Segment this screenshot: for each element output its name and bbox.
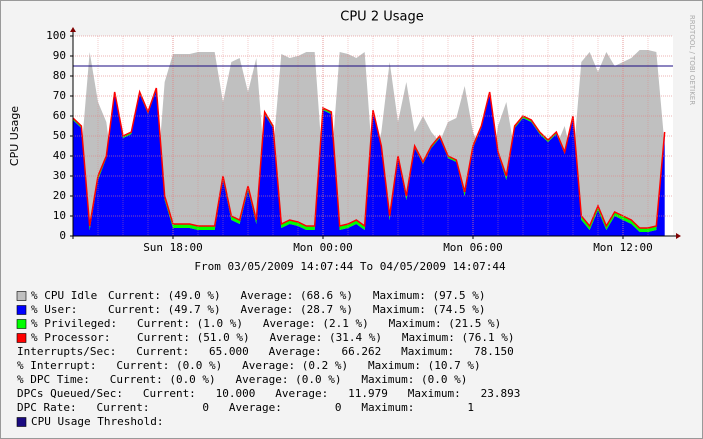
stat-line: DPCs Queued/Sec: Current: 10.000 Average… bbox=[17, 387, 520, 400]
legend-stats: Current: (1.0 %) Average: (2.1 %) Maximu… bbox=[137, 317, 501, 330]
x-tick-label: Mon 12:00 bbox=[593, 241, 653, 254]
processor-line bbox=[72, 87, 666, 229]
legend-swatch bbox=[16, 319, 27, 329]
watermark: RRDTOOL / TOBI OETIKER bbox=[688, 15, 696, 105]
legend-name: % Processor: bbox=[31, 331, 110, 344]
stat-line: % Interrupt: Current: (0.0 %) Average: (… bbox=[17, 359, 481, 372]
legend-name: % User: bbox=[31, 303, 77, 316]
area-1 bbox=[73, 90, 665, 236]
subtitle: From 03/05/2009 14:07:44 To 04/05/2009 1… bbox=[194, 260, 506, 273]
chart-title: CPU 2 Usage bbox=[340, 10, 423, 25]
legend-swatch bbox=[16, 333, 27, 343]
x-tick-label: Mon 00:00 bbox=[293, 241, 353, 254]
y-tick-label: 60 bbox=[53, 109, 66, 122]
legend-name: % Privileged: bbox=[31, 317, 117, 330]
y-axis-label: CPU Usage bbox=[8, 106, 21, 166]
y-tick-label: 40 bbox=[53, 149, 66, 162]
stat-line: DPC Rate: Current: 0 Average: 0 Maximum:… bbox=[17, 401, 474, 414]
stat-line: Interrupts/Sec: Current: 65.000 Average:… bbox=[17, 345, 514, 358]
x-arrow bbox=[676, 233, 681, 239]
y-tick-label: 20 bbox=[53, 189, 66, 202]
legend-stats: Current: (51.0 %) Average: (31.4 %) Maxi… bbox=[137, 331, 515, 344]
y-tick-label: 80 bbox=[53, 69, 66, 82]
y-tick-label: 90 bbox=[53, 49, 66, 62]
y-tick-label: 30 bbox=[53, 169, 66, 182]
y-tick-label: 100 bbox=[46, 29, 66, 42]
legend-name: CPU Usage Threshold: bbox=[31, 415, 163, 428]
legend-swatch bbox=[16, 417, 27, 427]
y-tick-label: 70 bbox=[53, 89, 66, 102]
legend-swatch bbox=[16, 305, 27, 315]
y-tick-label: 0 bbox=[59, 229, 66, 242]
legend-stats: Current: (49.7 %) Average: (28.7 %) Maxi… bbox=[108, 303, 486, 316]
legend-swatch bbox=[16, 291, 27, 301]
x-tick-label: Mon 06:00 bbox=[443, 241, 503, 254]
legend-stats: Current: (49.0 %) Average: (68.6 %) Maxi… bbox=[108, 289, 486, 302]
x-tick-label: Sun 18:00 bbox=[143, 241, 203, 254]
stat-line: % DPC Time: Current: (0.0 %) Average: (0… bbox=[17, 373, 467, 386]
y-arrow bbox=[70, 27, 76, 32]
y-tick-label: 10 bbox=[53, 209, 66, 222]
y-tick-label: 50 bbox=[53, 129, 66, 142]
legend-name: % CPU Idle bbox=[31, 289, 97, 302]
